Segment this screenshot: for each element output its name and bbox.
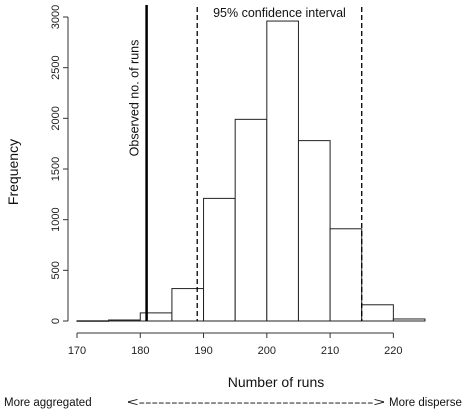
histogram-bar-3 — [171, 288, 205, 322]
observed-runs-label: Observed no. of runs — [128, 40, 142, 157]
y-axis-title: Frequency — [5, 139, 21, 205]
x-axis-title: Number of runs — [228, 374, 324, 390]
y-tick-label-0: 0 — [50, 318, 62, 324]
x-axis: 170 180 190 200 210 220 — [68, 332, 403, 357]
x-tick-label-0: 170 — [68, 345, 86, 357]
annotations: Observed no. of runs 95% confidence inter… — [128, 5, 363, 321]
histogram-bar-9 — [361, 304, 394, 322]
footer-right-label: More disperse — [389, 397, 462, 409]
y-tick-label-1: 500 — [50, 261, 62, 279]
y-tick-label-5: 2500 — [50, 55, 62, 79]
y-tick-label-2: 1000 — [50, 207, 62, 231]
y-tick-label-4: 2000 — [50, 106, 62, 130]
x-tick-label-4: 210 — [321, 345, 339, 357]
histogram-bars — [76, 20, 426, 322]
x-tick-label-3: 200 — [258, 345, 276, 357]
y-tick-label-3: 1500 — [50, 157, 62, 181]
histogram-bar-8 — [329, 228, 363, 322]
histogram-bar-5 — [234, 118, 268, 322]
x-tick-label-1: 180 — [131, 345, 149, 357]
x-tick-label-5: 220 — [384, 345, 402, 357]
footer-left-label: More aggregated — [4, 397, 92, 409]
histogram-bar-1 — [108, 319, 141, 322]
histogram-bar-4 — [203, 197, 236, 322]
y-tick-label-6: 3000 — [50, 5, 62, 29]
histogram-bar-2 — [139, 312, 173, 322]
ci-label: 95% confidence interval — [213, 6, 346, 20]
footer-arrow: <------------------------------------> — [127, 397, 385, 409]
x-tick-label-2: 190 — [194, 345, 212, 357]
histogram-bar-0 — [76, 320, 110, 322]
histogram-bar-7 — [297, 140, 331, 322]
y-axis: 0 500 1000 1500 2000 2500 3000 — [50, 5, 69, 324]
histogram-bar-10 — [392, 318, 426, 322]
histogram-bar-6 — [266, 20, 299, 322]
